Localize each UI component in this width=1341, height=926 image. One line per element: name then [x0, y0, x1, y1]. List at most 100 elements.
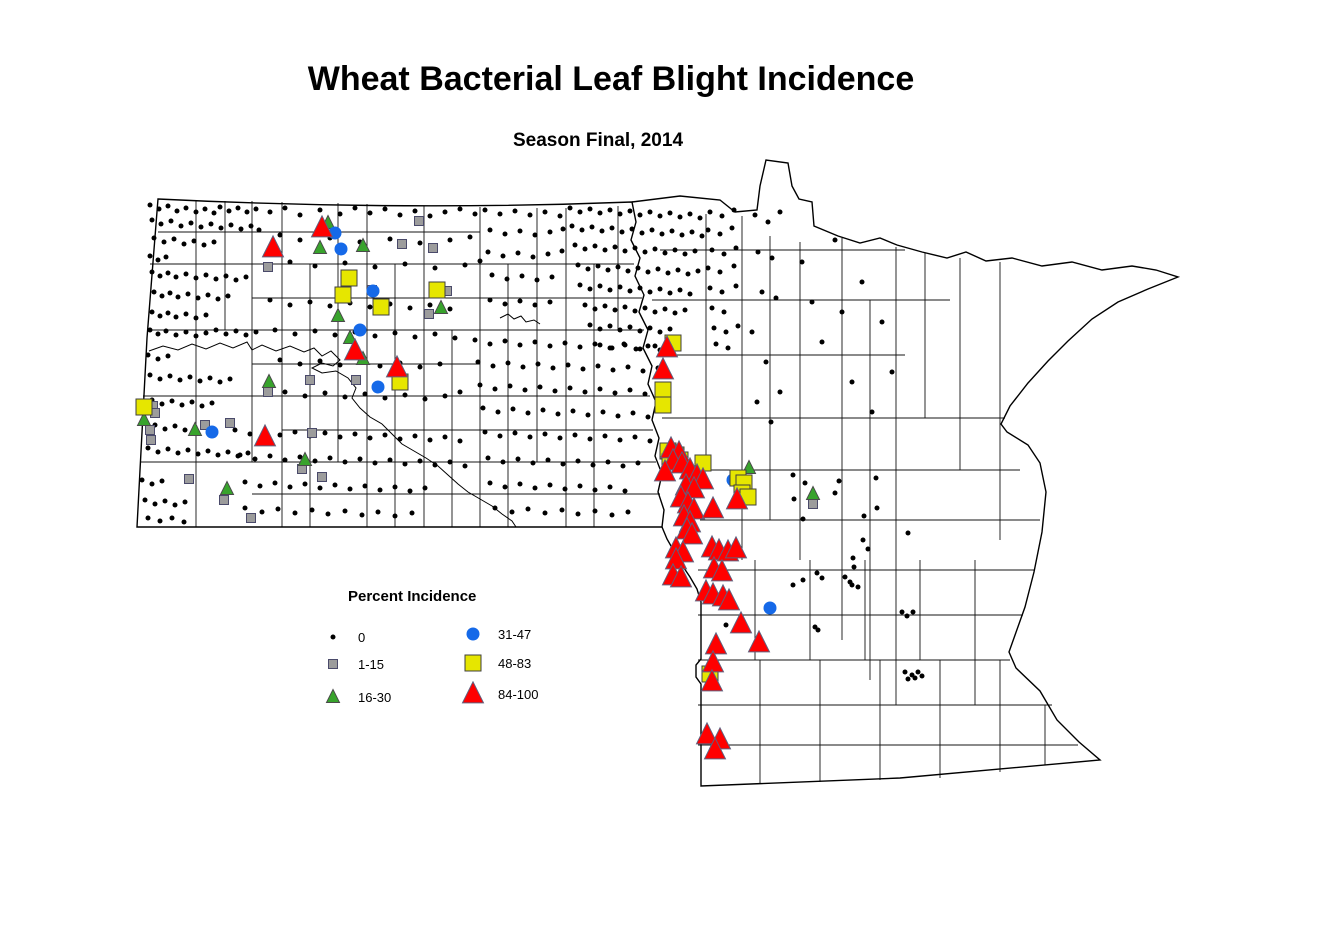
map-marker-84-100: [747, 629, 771, 653]
map-marker-0: [587, 286, 593, 292]
map-marker-0: [322, 430, 328, 436]
map-marker-0: [577, 344, 583, 350]
map-marker-0: [687, 211, 693, 217]
map-marker-0: [197, 378, 203, 384]
map-marker-0: [332, 332, 338, 338]
map-marker-0: [607, 287, 613, 293]
map-marker-0: [572, 242, 578, 248]
map-marker-0: [777, 389, 783, 395]
map-marker-0: [447, 459, 453, 465]
map-marker-0: [874, 505, 880, 511]
map-marker-0: [802, 480, 808, 486]
map-marker-0: [480, 405, 486, 411]
map-marker-0: [652, 309, 658, 315]
map-marker-0: [209, 400, 215, 406]
map-marker-0: [627, 208, 633, 214]
map-marker-0: [193, 209, 199, 215]
map-marker-0: [569, 223, 575, 229]
map-marker-0: [642, 391, 648, 397]
map-marker-0: [417, 458, 423, 464]
map-marker-0: [592, 243, 598, 249]
map-marker-0: [615, 413, 621, 419]
map-marker-0: [183, 205, 189, 211]
map-marker-0: [657, 213, 663, 219]
map-marker-0: [267, 453, 273, 459]
map-marker-0: [532, 302, 538, 308]
map-marker-0: [525, 410, 531, 416]
map-marker-0: [485, 455, 491, 461]
map-marker-0: [147, 202, 153, 208]
map-marker-0: [243, 274, 249, 280]
map-marker-0: [652, 246, 658, 252]
map-marker-0: [502, 231, 508, 237]
map-marker-0: [592, 341, 598, 347]
map-marker-0: [198, 224, 204, 230]
map-marker-0: [272, 480, 278, 486]
map-marker-0: [492, 386, 498, 392]
map-marker-0: [657, 329, 663, 335]
map-marker-0: [790, 582, 796, 588]
map-marker-0: [849, 379, 855, 385]
map-marker-0: [297, 237, 303, 243]
map-marker-0: [447, 237, 453, 243]
legend-label: 1-15: [358, 656, 385, 672]
map-marker-0: [183, 271, 189, 277]
page-subtitle: Season Final, 2014: [512, 130, 684, 151]
map-marker-0: [547, 229, 553, 235]
map-marker-0: [155, 331, 161, 337]
map-marker-0: [622, 488, 628, 494]
map-marker-0: [256, 227, 262, 233]
map-marker-0: [372, 333, 378, 339]
map-marker-0: [157, 273, 163, 279]
map-marker-0: [174, 208, 180, 214]
map-marker-0: [175, 294, 181, 300]
legend-label: 0: [358, 629, 366, 645]
map-marker-0: [213, 276, 219, 282]
map-marker-0: [677, 214, 683, 220]
map-marker-0: [217, 204, 223, 210]
map-marker-0: [275, 506, 281, 512]
legend-label: 84-100: [498, 686, 539, 702]
map-marker-0: [542, 209, 548, 215]
map-marker-0: [442, 434, 448, 440]
map-marker-0: [692, 248, 698, 254]
map-marker-0: [620, 463, 626, 469]
map-marker-84-100: [729, 610, 753, 634]
map-marker-84-100: [253, 423, 277, 447]
page-title: Wheat Bacterial Leaf Blight Incidence: [307, 60, 915, 98]
map-marker-16-30: [312, 239, 328, 254]
map-marker-0: [635, 460, 641, 466]
map-marker-0: [490, 363, 496, 369]
map-marker-0: [657, 286, 663, 292]
map-marker-0: [422, 396, 428, 402]
map-marker-0: [145, 445, 151, 451]
map-marker-0: [632, 245, 638, 251]
map-marker-0: [590, 462, 596, 468]
map-marker-0: [600, 409, 606, 415]
map-marker-0: [602, 247, 608, 253]
legend-symbol-48-83: [464, 654, 482, 672]
map-marker-0: [462, 262, 468, 268]
map-marker-0: [617, 437, 623, 443]
map-marker-0: [253, 329, 259, 335]
map-marker-0: [577, 282, 583, 288]
map-marker-31-47: [763, 601, 777, 615]
map-marker-0: [367, 304, 373, 310]
map-marker-16-30: [261, 373, 277, 388]
legend-symbol-16-30: [325, 688, 341, 703]
map-marker-16-30: [187, 421, 203, 436]
map-marker-0: [799, 259, 805, 265]
county-lines: [140, 201, 1078, 784]
map-marker-0: [149, 217, 155, 223]
map-marker-0: [244, 209, 250, 215]
map-marker-0: [157, 376, 163, 382]
map-marker-0: [534, 277, 540, 283]
map-marker-0: [145, 515, 151, 521]
map-marker-16-30: [355, 237, 371, 252]
map-marker-0: [173, 332, 179, 338]
map-marker-0: [619, 229, 625, 235]
map-marker-0: [677, 287, 683, 293]
map-marker-0: [312, 328, 318, 334]
map-marker-0: [183, 311, 189, 317]
legend-symbol-84-100: [461, 681, 485, 704]
